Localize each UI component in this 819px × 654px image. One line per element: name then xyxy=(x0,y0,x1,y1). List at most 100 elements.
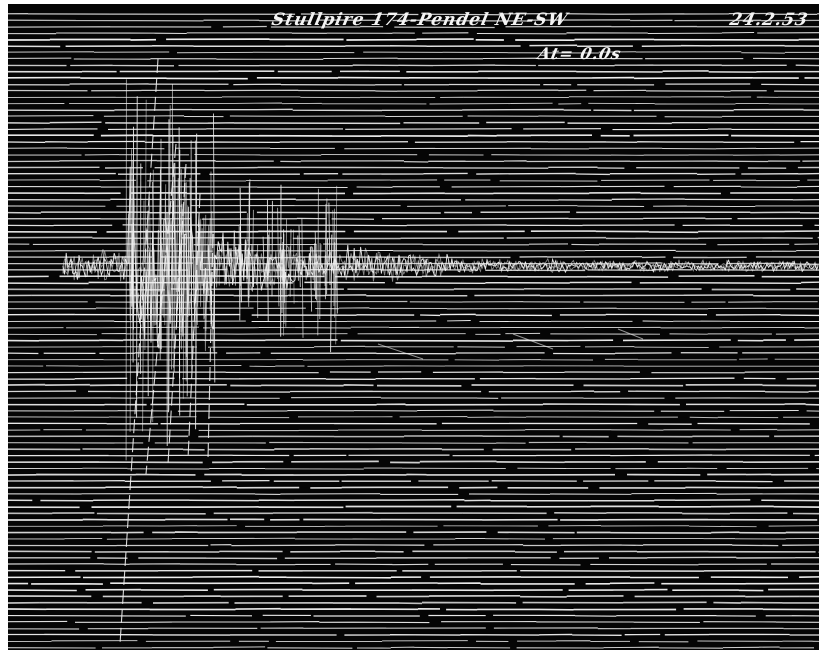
recording-line xyxy=(8,224,819,227)
recording-line xyxy=(8,44,819,48)
amplitude-spike xyxy=(136,96,138,418)
recording-line xyxy=(8,236,819,240)
recording-line xyxy=(8,448,819,451)
recording-line xyxy=(8,159,819,163)
recording-line xyxy=(8,550,819,553)
recording-line xyxy=(8,83,819,86)
amplitude-spike xyxy=(246,213,248,284)
recording-line xyxy=(8,57,819,60)
amplitude-spike xyxy=(186,206,190,397)
recording-line xyxy=(8,358,819,361)
recording-line xyxy=(8,121,819,125)
recording-line xyxy=(8,172,819,176)
scratch-mark xyxy=(512,333,554,350)
recording-line xyxy=(8,281,819,285)
recording-line xyxy=(8,416,819,419)
recording-line xyxy=(8,428,819,432)
oscillation-burst xyxy=(62,79,819,461)
amplitude-spike xyxy=(190,212,193,354)
time-mark-stroke xyxy=(145,143,177,475)
amplitude-spike xyxy=(324,198,328,300)
recording-line xyxy=(8,646,815,649)
recording-line xyxy=(8,313,819,317)
amplitude-spike xyxy=(324,203,327,287)
recording-line xyxy=(8,300,818,303)
recording-line xyxy=(8,31,819,35)
amplitude-spike xyxy=(248,179,251,307)
amplitude-spike xyxy=(298,225,301,288)
recording-line xyxy=(8,588,819,592)
recording-line xyxy=(8,153,819,156)
scratch-mark xyxy=(377,343,424,360)
amplitude-spike xyxy=(328,202,331,286)
recording-line xyxy=(8,332,819,336)
amplitude-spike xyxy=(234,231,236,286)
recording-line xyxy=(8,422,810,425)
recording-line xyxy=(8,345,819,349)
recording-line xyxy=(8,230,819,234)
recording-line xyxy=(8,371,819,374)
amplitude-spike xyxy=(319,244,322,287)
handwritten-time-step: At= 0.0s xyxy=(535,44,624,63)
amplitude-spike xyxy=(311,246,314,280)
amplitude-spike xyxy=(144,99,147,351)
recording-line xyxy=(8,633,819,636)
oscillation-trace xyxy=(62,162,819,352)
recording-line xyxy=(8,479,819,483)
recording-line xyxy=(8,396,819,399)
time-mark-stroke xyxy=(187,193,201,460)
recording-line xyxy=(8,569,819,572)
recording-line xyxy=(8,467,819,470)
recording-line xyxy=(8,473,819,476)
amplitude-spike xyxy=(277,207,280,307)
recording-line xyxy=(8,108,819,112)
amplitude-spike xyxy=(334,230,337,318)
amplitude-spike xyxy=(168,105,171,411)
recording-line xyxy=(8,499,819,502)
seismogram-photo: Stullpire 174-Pendel NE-SW 24.2.53 At= 0… xyxy=(8,4,819,650)
amplitude-spike xyxy=(309,246,313,312)
amplitude-spike xyxy=(335,237,338,314)
recording-line xyxy=(8,140,819,144)
recording-line xyxy=(8,326,819,329)
amplitude-spike xyxy=(335,185,338,345)
recording-line xyxy=(8,543,819,547)
handwritten-title: Stullpire 174-Pendel NE-SW xyxy=(269,10,570,30)
recording-line xyxy=(8,620,819,624)
amplitude-spike xyxy=(239,187,242,303)
recording-line xyxy=(8,19,819,22)
recording-line xyxy=(8,601,819,605)
scratch-mark xyxy=(617,328,644,340)
amplitude-spike xyxy=(164,184,167,326)
recording-line xyxy=(8,307,819,310)
recording-line xyxy=(8,511,819,515)
amplitude-spike xyxy=(289,229,292,297)
recording-line xyxy=(8,403,819,406)
recording-line xyxy=(8,96,819,99)
recording-line xyxy=(8,211,819,214)
recording-line xyxy=(8,377,819,380)
recording-line xyxy=(8,531,819,534)
recording-line xyxy=(8,486,819,489)
recording-line xyxy=(8,365,819,368)
amplitude-spike xyxy=(213,113,216,383)
recording-line xyxy=(8,191,819,195)
handwritten-date: 24.2.53 xyxy=(727,10,811,30)
recording-line xyxy=(8,614,819,617)
recording-line xyxy=(8,537,819,540)
recording-line xyxy=(8,518,818,521)
recording-line xyxy=(8,627,819,630)
recording-line xyxy=(8,320,819,323)
recording-line xyxy=(8,505,819,509)
recording-line xyxy=(8,128,819,131)
oscillation-trace xyxy=(62,178,819,382)
amplitude-spike xyxy=(333,208,336,307)
recording-line xyxy=(8,607,819,611)
recording-line xyxy=(8,166,819,169)
recording-line xyxy=(8,25,819,29)
time-mark-strokes xyxy=(119,58,644,645)
amplitude-spike xyxy=(182,218,185,399)
amplitude-spike xyxy=(142,200,145,432)
amplitude-spike xyxy=(317,188,319,336)
amplitude-spike xyxy=(268,229,272,286)
